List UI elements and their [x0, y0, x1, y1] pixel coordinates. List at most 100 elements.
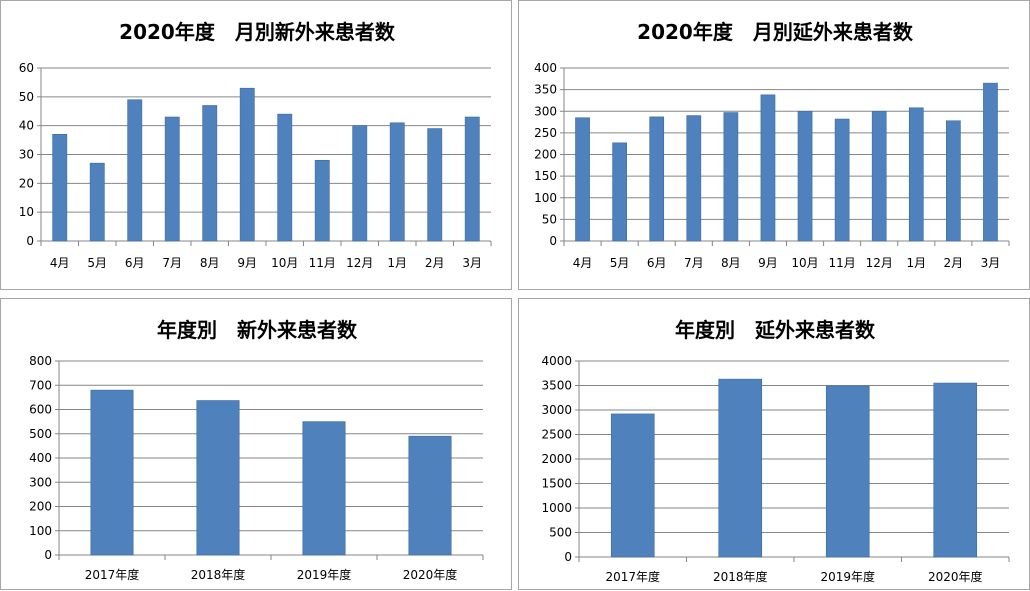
- x-tick-label: 2月: [425, 256, 445, 270]
- y-tick-label: 50: [19, 90, 34, 104]
- chart-title: 年度別 新外来患者数: [157, 318, 358, 342]
- chart-monthly-total-patients: 2020年度 月別延外来患者数 0 50 100 150 200 250 300 350 400 4…: [534, 20, 1010, 270]
- bar: [723, 112, 739, 242]
- y-tick-label: 0: [564, 550, 572, 564]
- x-tick-label: 4月: [50, 256, 70, 270]
- y-tick-label: 350: [534, 83, 557, 97]
- chart-title: 年度別 延外来患者数: [675, 318, 876, 342]
- y-tick-label: 100: [29, 524, 52, 538]
- x-tick-label: 12月: [346, 256, 373, 270]
- y-tick-label: 250: [534, 126, 557, 140]
- x-tick-label: 6月: [647, 256, 667, 270]
- y-tick-label: 40: [19, 119, 34, 133]
- y-tick-label: 200: [534, 148, 557, 162]
- x-tick-label: 2020年度: [928, 569, 983, 584]
- y-tick-label: 1500: [541, 477, 572, 491]
- y-tick-label: 10: [19, 205, 34, 219]
- y-tick-label: 500: [29, 427, 52, 441]
- bar: [610, 413, 655, 558]
- bar: [302, 421, 346, 556]
- y-tick-label: 300: [534, 104, 557, 118]
- y-tick-label: 500: [549, 526, 572, 540]
- bar: [760, 94, 776, 242]
- x-tick-label: 5月: [87, 256, 107, 270]
- bar: [983, 82, 998, 242]
- chart-title: 2020年度 月別延外来患者数: [637, 20, 914, 44]
- chart-panel-monthly-new: 2020年度 月別新外来患者数 0 10 20 30 40 50 60 4月 5月 6月 7月 8月 9月…: [0, 0, 512, 290]
- bar: [164, 116, 180, 242]
- bar: [352, 125, 368, 242]
- y-tick-label: 50: [542, 212, 557, 226]
- x-tick-label: 7月: [162, 256, 182, 270]
- bar: [89, 162, 105, 242]
- x-tick-label: 2017年度: [85, 567, 140, 582]
- y-tick-label: 1000: [541, 501, 572, 515]
- bar: [946, 120, 961, 242]
- bar: [908, 107, 924, 242]
- x-tick-label: 2019年度: [297, 567, 352, 582]
- bar: [649, 116, 665, 242]
- bar: [277, 113, 293, 242]
- bar: [314, 159, 330, 242]
- y-tick-label: 2500: [541, 428, 572, 442]
- y-tick-label: 0: [44, 548, 52, 562]
- y-tick-label: 4000: [541, 354, 572, 368]
- x-tick-label: 2018年度: [713, 569, 768, 584]
- bar: [239, 87, 255, 242]
- x-tick-label: 10月: [271, 256, 298, 270]
- bar: [408, 435, 452, 556]
- bar: [389, 122, 405, 242]
- y-tick-label: 600: [29, 403, 52, 417]
- chart-yearly-new-patients: 年度別 新外来患者数 0 100 200 300 400 500 600 700 800 2017年…: [29, 318, 484, 582]
- bar: [718, 378, 763, 558]
- y-tick-label: 0: [549, 234, 557, 248]
- y-tick-label: 0: [26, 234, 34, 248]
- x-tick-label: 2020年度: [403, 567, 458, 582]
- x-tick-label: 3月: [981, 256, 1001, 270]
- bar: [825, 385, 870, 558]
- x-tick-label: 1月: [387, 256, 407, 270]
- bar: [90, 389, 134, 556]
- chart-panel-monthly-total: 2020年度 月別延外来患者数 0 50 100 150 200 250 300 350 400 4…: [518, 0, 1030, 290]
- bar: [933, 382, 978, 558]
- x-tick-label: 2018年度: [191, 567, 246, 582]
- x-tick-label: 2019年度: [820, 569, 875, 584]
- bar: [427, 128, 443, 242]
- x-tick-label: 4月: [573, 256, 593, 270]
- chart-yearly-total-patients: 年度別 延外来患者数 0 500 1000 1500 2000 2500 3000 3500 40…: [541, 318, 1010, 584]
- y-tick-label: 3000: [541, 403, 572, 417]
- x-tick-label: 10月: [791, 256, 818, 270]
- y-tick-label: 60: [19, 61, 34, 75]
- x-tick-label: 9月: [237, 256, 257, 270]
- x-tick-label: 12月: [866, 256, 893, 270]
- bar: [871, 110, 887, 242]
- x-tick-label: 8月: [200, 256, 220, 270]
- y-tick-label: 200: [29, 500, 52, 514]
- x-tick-label: 9月: [758, 256, 778, 270]
- y-tick-label: 100: [534, 191, 557, 205]
- y-tick-label: 3500: [541, 379, 572, 393]
- bar: [686, 115, 702, 242]
- y-tick-label: 2000: [541, 452, 572, 466]
- x-tick-label: 11月: [309, 256, 336, 270]
- x-tick-label: 3月: [462, 256, 482, 270]
- x-tick-label: 11月: [828, 256, 855, 270]
- y-tick-label: 150: [534, 169, 557, 183]
- bar: [612, 142, 627, 242]
- chart-title: 2020年度 月別新外来患者数: [119, 20, 396, 44]
- x-tick-label: 2017年度: [605, 569, 660, 584]
- y-tick-label: 300: [29, 475, 52, 489]
- x-tick-label: 6月: [125, 256, 145, 270]
- chart-panel-yearly-total: 年度別 延外来患者数 0 500 1000 1500 2000 2500 3000 3500 40…: [518, 298, 1030, 590]
- y-tick-label: 400: [29, 451, 52, 465]
- y-tick-label: 700: [29, 378, 52, 392]
- bar: [127, 99, 143, 242]
- bar: [834, 118, 850, 242]
- bar: [196, 400, 240, 556]
- y-tick-label: 20: [19, 176, 34, 190]
- x-tick-label: 2月: [944, 256, 964, 270]
- bar: [464, 116, 480, 242]
- y-tick-label: 800: [29, 354, 52, 368]
- chart-monthly-new-patients: 2020年度 月別新外来患者数 0 10 20 30 40 50 60 4月 5月 6月 7月 8月 9月…: [19, 20, 492, 270]
- y-tick-label: 30: [19, 148, 34, 162]
